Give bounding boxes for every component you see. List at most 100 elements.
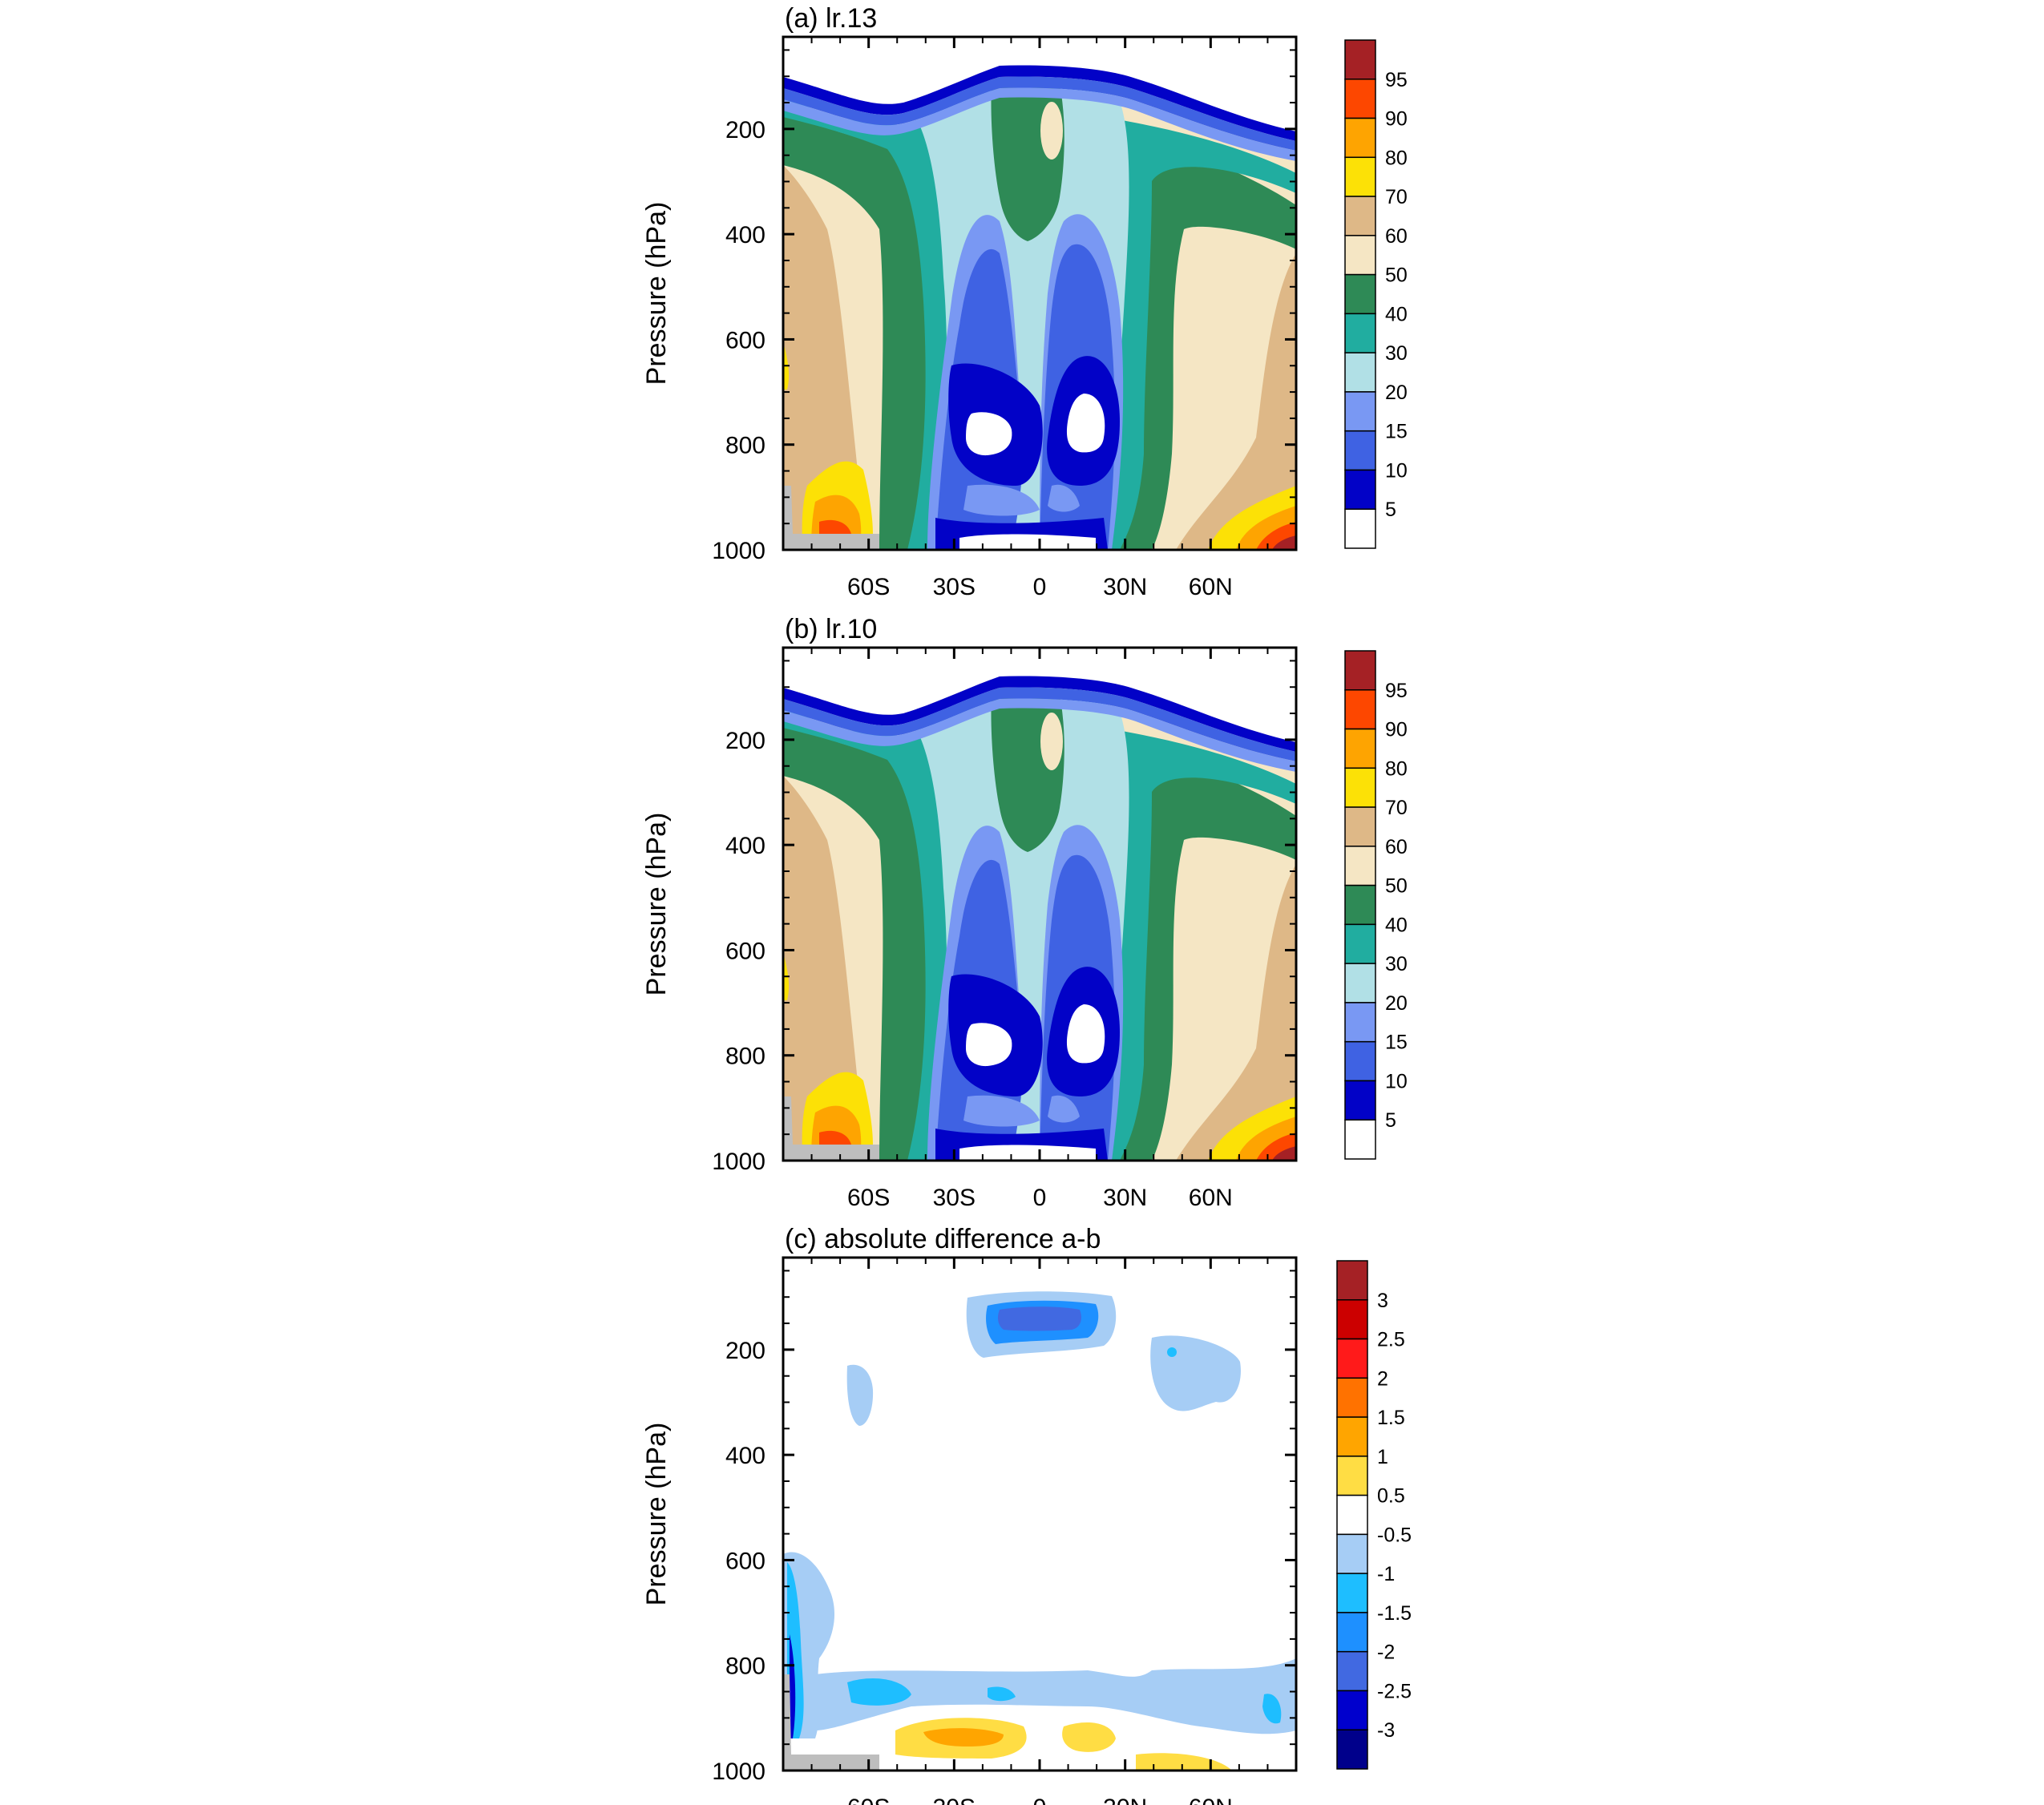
- colorbar-label: 1: [1377, 1446, 1388, 1468]
- panel-a-field: [783, 37, 1296, 550]
- colorbar-label: -2: [1377, 1641, 1395, 1664]
- y-tick-label: 1000: [712, 1149, 765, 1175]
- colorbar-swatch: [1344, 1002, 1376, 1043]
- x-tick-label: 60N: [1189, 1795, 1233, 1805]
- colorbar-label: 50: [1385, 264, 1408, 287]
- x-tick-label: 60S: [847, 574, 890, 600]
- y-tick-label: 800: [725, 1654, 765, 1680]
- colorbar-label: 70: [1385, 186, 1408, 208]
- y-tick-label: 1000: [712, 538, 765, 564]
- colorbar-swatch: [1336, 1494, 1368, 1536]
- colorbar-swatch: [1344, 39, 1376, 80]
- colorbar-label: 80: [1385, 147, 1408, 169]
- colorbar-label: 30: [1385, 342, 1408, 365]
- y-tick-label: 800: [725, 433, 765, 459]
- x-tick-label: 30S: [933, 1185, 976, 1211]
- panel-c-field: [783, 1258, 1296, 1771]
- y-tick-label: 200: [725, 117, 765, 143]
- colorbar-label: 30: [1385, 953, 1408, 975]
- colorbar-swatch: [1336, 1260, 1368, 1301]
- colorbar-swatch: [1344, 469, 1376, 510]
- colorbar-label: 15: [1385, 421, 1408, 443]
- colorbar-label: -0.5: [1377, 1524, 1412, 1546]
- colorbar-label: 5: [1385, 499, 1396, 521]
- colorbar-swatch: [1344, 806, 1376, 847]
- x-tick-label: 0: [1033, 574, 1047, 600]
- colorbar-swatch: [1336, 1299, 1368, 1340]
- x-tick-label: 0: [1033, 1185, 1047, 1211]
- y-tick-label: 400: [725, 1443, 765, 1469]
- colorbar-swatch: [1344, 156, 1376, 197]
- panel-c: [782, 1256, 1298, 1772]
- colorbar-label: 50: [1385, 875, 1408, 898]
- colorbar-label: 10: [1385, 1070, 1408, 1092]
- colorbar-swatch: [1344, 273, 1376, 315]
- colorbar-swatch: [1336, 1533, 1368, 1574]
- colorbar-swatch: [1344, 1040, 1376, 1082]
- panel-a: [782, 35, 1298, 551]
- y-tick-label: 1000: [712, 1759, 765, 1785]
- x-tick-label: 60S: [847, 1185, 890, 1211]
- x-tick-label: 60N: [1189, 1185, 1233, 1211]
- colorbar-label: 90: [1385, 719, 1408, 741]
- colorbar-label: 60: [1385, 225, 1408, 248]
- y-tick-label: 800: [725, 1044, 765, 1070]
- panel-title: (c) absolute difference a-b: [785, 1224, 1101, 1254]
- panel-title: (a) lr.13: [785, 3, 877, 34]
- y-axis-label: Pressure (hPa): [641, 813, 672, 996]
- y-tick-label: 400: [725, 833, 765, 859]
- colorbar-swatch: [1344, 117, 1376, 159]
- colorbar-label: 20: [1385, 382, 1408, 404]
- colorbar-label: 3: [1377, 1290, 1388, 1312]
- panel-b-field: [783, 648, 1296, 1161]
- colorbar-swatch: [1344, 767, 1376, 808]
- x-tick-label: 60S: [847, 1795, 890, 1805]
- x-tick-label: 30N: [1103, 1795, 1147, 1805]
- y-axis-label: Pressure (hPa): [641, 1423, 672, 1606]
- colorbar-swatch: [1344, 508, 1376, 549]
- colorbar-swatch: [1336, 1729, 1368, 1770]
- colorbar-label: 1.5: [1377, 1407, 1405, 1429]
- colorbar-label: 10: [1385, 459, 1408, 482]
- colorbar-swatch: [1336, 1573, 1368, 1613]
- colorbar-label: 90: [1385, 108, 1408, 131]
- colorbar-label: 0.5: [1377, 1485, 1405, 1508]
- panel-2-axes: (c) absolute difference a-b Pressure (hPa…: [641, 1224, 1412, 1805]
- colorbar-label: 15: [1385, 1032, 1408, 1054]
- colorbar-label: 40: [1385, 914, 1408, 936]
- colorbar-label: 95: [1385, 680, 1408, 702]
- colorbar-swatch: [1344, 1119, 1376, 1160]
- colorbar-label: 80: [1385, 757, 1408, 780]
- colorbar-swatch: [1344, 923, 1376, 964]
- colorbar-swatch: [1344, 196, 1376, 236]
- colorbar-swatch: [1344, 391, 1376, 432]
- colorbar-swatch: [1344, 430, 1376, 471]
- colorbar: 95 90 80 70 60 50 40 30 20 15 10 5: [1344, 39, 1408, 549]
- colorbar: 95 90 80 70 60 50 40 30 20 15 10 5: [1344, 650, 1408, 1160]
- colorbar-label: 70: [1385, 797, 1408, 819]
- y-tick-label: 600: [725, 327, 765, 353]
- colorbar-swatch: [1344, 1080, 1376, 1121]
- colorbar-swatch: [1336, 1690, 1368, 1730]
- y-axis-label: Pressure (hPa): [641, 202, 672, 386]
- x-tick-label: 30S: [933, 1795, 976, 1805]
- colorbar-label: 40: [1385, 303, 1408, 325]
- x-tick-label: 60N: [1189, 574, 1233, 600]
- colorbar-swatch: [1344, 352, 1376, 393]
- x-tick-label: 30S: [933, 574, 976, 600]
- colorbar-swatch: [1344, 650, 1376, 691]
- colorbar-swatch: [1344, 689, 1376, 730]
- colorbar-swatch: [1344, 79, 1376, 119]
- colorbar-swatch: [1344, 963, 1376, 1003]
- colorbar-label: 95: [1385, 69, 1408, 91]
- x-tick-label: 0: [1033, 1795, 1047, 1805]
- colorbar-swatch: [1336, 1456, 1368, 1496]
- y-tick-label: 600: [725, 938, 765, 964]
- y-tick-label: 200: [725, 728, 765, 754]
- y-tick-label: 200: [725, 1338, 765, 1364]
- colorbar-swatch: [1336, 1612, 1368, 1653]
- colorbar-swatch: [1344, 846, 1376, 886]
